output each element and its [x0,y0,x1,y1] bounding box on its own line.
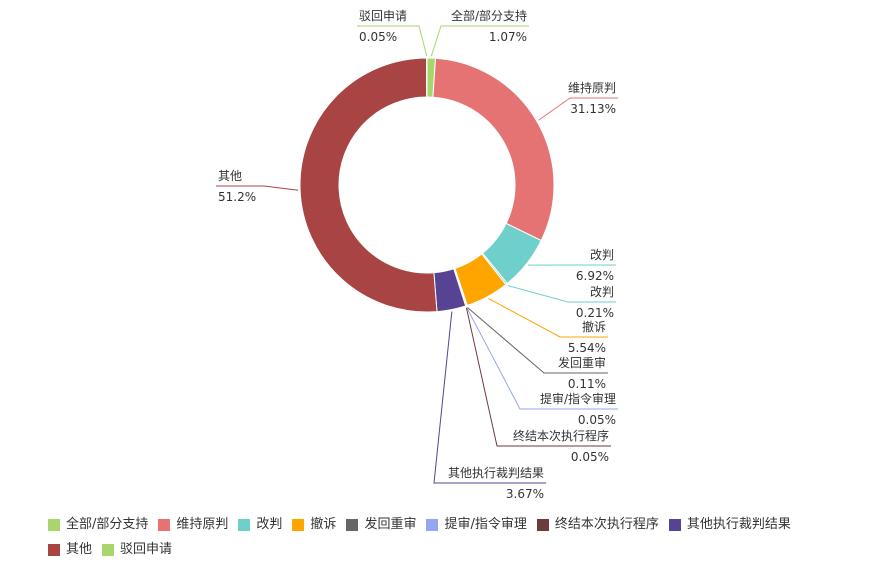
slice-label-name-8: 其他执行裁判结果 [448,466,544,480]
legend-label: 终结本次执行程序 [554,517,659,532]
slice-label-name-1: 维持原判 [568,80,616,95]
slice-label-name-7: 终结本次执行程序 [513,428,609,443]
slice-label-value-8: 3.67% [506,487,544,500]
legend-label: 维持原判 [176,517,229,532]
legend-item-6[interactable]: 终结本次执行程序 [536,512,659,537]
legend-item-5[interactable]: 提审/指令审理 [426,512,527,537]
slice-label-name-2: 改判 [590,248,614,262]
slice-label-value-0: 1.07% [489,30,527,44]
slice-label-name-9: 其他 [218,169,242,183]
legend-item-3[interactable]: 撤诉 [292,512,336,537]
leader-line-9 [216,185,299,191]
legend-swatch [668,518,681,531]
slice-label-value-3: 0.21% [576,306,614,320]
legend-label: 发回重审 [364,517,417,532]
leader-line-6 [466,307,618,410]
slice-label-value-4: 5.54% [568,341,606,355]
legend-swatch [158,518,171,531]
legend-item-8[interactable]: 其他 [48,537,92,562]
legend-item-7[interactable]: 其他执行裁判结果 [668,512,791,537]
leader-line-1 [538,97,618,121]
legend-item-0[interactable]: 全部/部分支持 [48,512,148,537]
leader-line-7 [465,307,611,447]
legend-label: 其他 [66,542,93,557]
legend-item-4[interactable]: 发回重审 [346,512,416,537]
leader-line-4 [488,297,608,338]
leader-line-8 [433,311,546,484]
slice-label-value-5: 0.11% [568,377,606,391]
slice-label-name-3: 改判 [590,285,614,299]
leader-line-3 [507,285,616,303]
leader-line-5 [467,307,608,374]
legend-swatch [48,518,60,531]
slice-label-name-0: 全部/部分支持 [451,8,527,23]
legend-label: 提审/指令审理 [444,517,527,532]
legend-label: 其他执行裁判结果 [686,517,791,532]
donut-chart: 全部/部分支持 1.07% 维持原判 31.13% 改判 6.92% 改判 0.21%撤诉 5.… [216,8,618,500]
leader-line-0 [430,25,529,57]
slice-9[interactable] [299,57,438,313]
leader-line-10 [357,25,428,57]
legend-label: 驳回申请 [120,542,173,557]
chart-legend: 全部/部分支持 维持原判 改判 撤诉 发回重审 提审/指令审理 终结本次执行程序 其他执行裁判… [48,512,848,562]
legend-swatch [536,518,549,531]
legend-item-9[interactable]: 驳回申请 [102,537,172,562]
slice-label-value-6: 0.05% [578,413,616,427]
slice-label-name-5: 发回重审 [558,355,606,370]
legend-swatch [292,518,305,531]
legend-item-1[interactable]: 维持原判 [158,512,228,537]
slice-label-name-4: 撤诉 [582,319,606,334]
slice-label-value-10: 0.05% [359,30,397,44]
legend-swatch [48,543,60,556]
slice-label-value-9: 51.2% [218,190,256,204]
legend-label: 撤诉 [310,517,337,532]
slice-label-value-1: 31.13% [570,102,616,116]
legend-swatch [426,518,439,531]
legend-item-2[interactable]: 改判 [238,512,282,537]
slice-1[interactable] [432,57,555,242]
legend-swatch [102,543,115,556]
legend-swatch [346,518,359,531]
slice-label-name-10: 驳回申请 [359,9,407,23]
legend-label: 改判 [256,517,283,532]
slice-label-value-2: 6.92% [576,269,614,283]
slice-label-value-7: 0.05% [571,450,609,464]
slice-label-name-6: 提审/指令审理 [540,391,616,406]
legend-swatch [238,518,251,531]
legend-label: 全部/部分支持 [66,517,149,532]
